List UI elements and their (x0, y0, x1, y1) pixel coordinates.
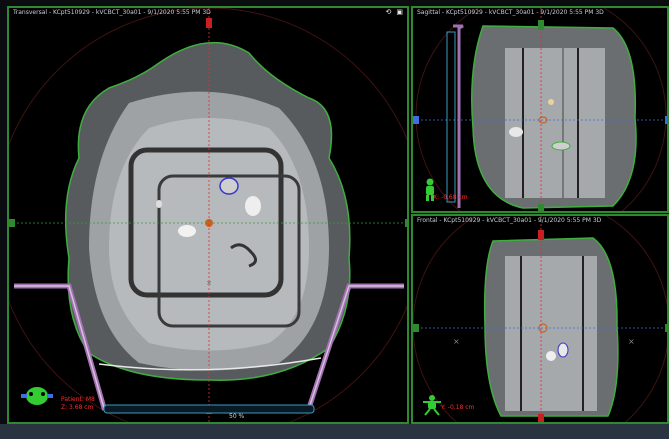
reset-icon[interactable]: ⟲ (385, 8, 392, 16)
y-coordinate-readout: Y: -0.18 cm (441, 404, 475, 411)
orientation-figure-icon (21, 387, 53, 405)
status-strip (0, 424, 669, 439)
frontal-viewport[interactable]: × × Frontal - KCpt510929 - kVCBCT_30a01 … (411, 214, 669, 424)
sagittal-title: Sagittal - KCpt510929 - kVCBCT_30a01 - 9… (417, 9, 604, 16)
x-coordinate-readout: X: -0.68 cm (433, 194, 468, 201)
svg-text:×: × (628, 337, 635, 346)
orientation-figure-icon (426, 178, 434, 201)
frontal-title: Frontal - KCpt510929 - kVCBCT_30a01 - 9/… (417, 217, 602, 224)
frontal-image[interactable]: × × (413, 216, 669, 424)
sagittal-image[interactable] (413, 8, 669, 213)
zoom-level: 50 % (229, 413, 245, 420)
transversal-title: Transversal - KCpt510929 - kVCBCT_30a01 … (13, 9, 211, 16)
transversal-controls: ⟲ ▣ (386, 8, 404, 16)
maximize-icon[interactable]: ▣ (396, 8, 403, 16)
transversal-viewport[interactable]: × Transversal - KCpt510929 - kVCBCT_30a0… (7, 6, 409, 424)
transversal-image[interactable]: × (9, 8, 409, 424)
patient-readout: Patient: M8 (61, 396, 95, 403)
z-coordinate-readout: Z: 3.68 cm (61, 404, 94, 411)
svg-text:×: × (453, 337, 460, 346)
orientation-figure-icon (423, 395, 441, 416)
svg-text:×: × (206, 279, 212, 287)
sagittal-viewport[interactable]: Sagittal - KCpt510929 - kVCBCT_30a01 - 9… (411, 6, 669, 213)
